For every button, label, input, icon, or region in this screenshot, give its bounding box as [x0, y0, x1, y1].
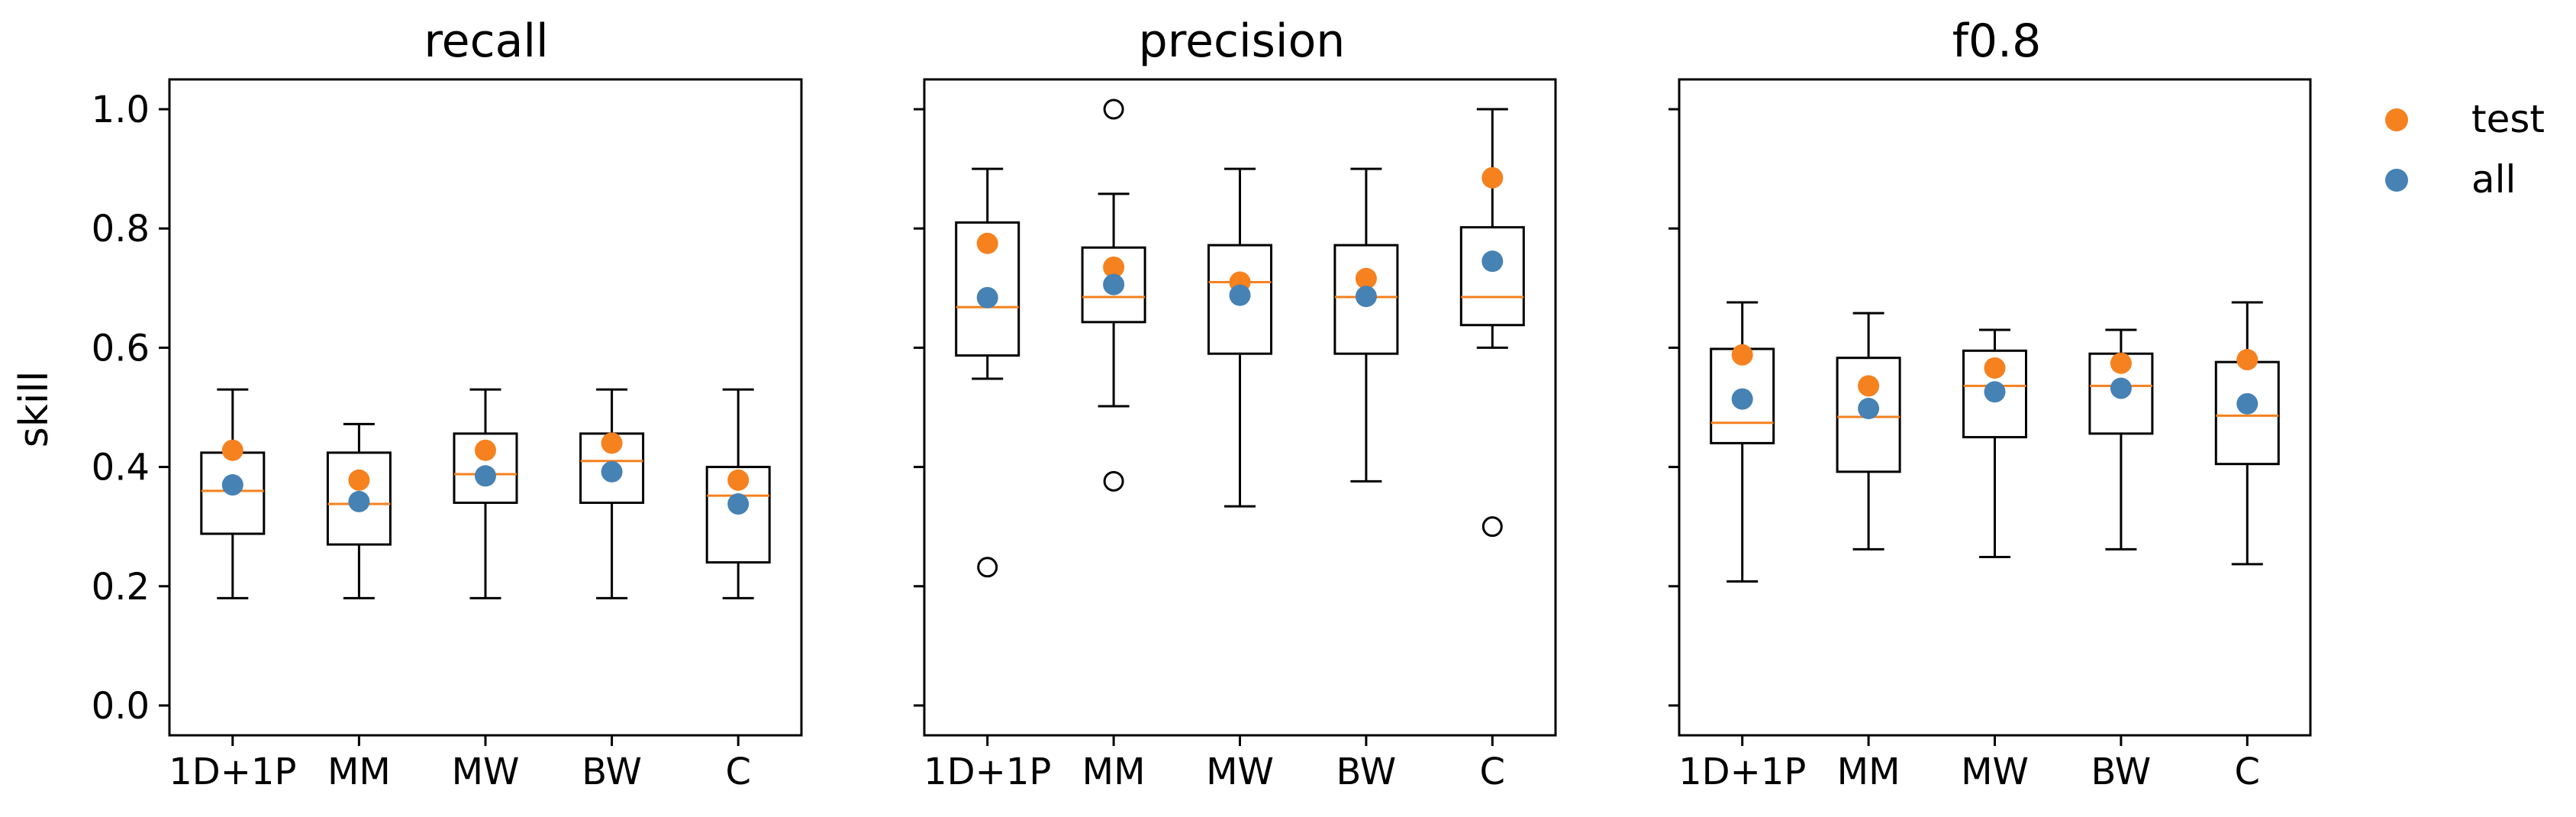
outlier-point: [1103, 98, 1124, 120]
x-tick-label: MW: [1206, 751, 1274, 793]
x-tick-label: C: [1480, 751, 1506, 793]
axes-frame: [168, 78, 803, 737]
point-all: [727, 493, 750, 515]
panel-recall: recall 0.0 0.2 0.4 0.6 0.8 1.0 1D+1P MM MW BW C: [92, 15, 803, 793]
box: [1333, 244, 1399, 355]
x-tick-label: BW: [582, 751, 642, 793]
x-tick-label: C: [2235, 751, 2261, 793]
point-all: [2236, 392, 2258, 415]
point-all: [2110, 377, 2132, 399]
x-tick-label: BW: [2091, 751, 2152, 793]
outlier-point: [977, 557, 998, 578]
point-all: [1731, 388, 1753, 410]
axes-frame: [923, 78, 1557, 737]
panel-title: recall: [424, 15, 548, 68]
box: [955, 221, 1020, 357]
panel-title: f0.8: [1952, 15, 2042, 68]
panel-precision: precision 1D+1P MM MW BW C: [914, 15, 1557, 793]
x-tick-label: MM: [1837, 751, 1901, 793]
point-test: [1731, 344, 1753, 366]
point-test: [221, 439, 243, 461]
point-all: [1858, 398, 1880, 420]
point-test: [1481, 166, 1504, 189]
y-tick-label: 0.6: [92, 327, 150, 370]
point-test: [1103, 256, 1125, 278]
panel-title: precision: [1139, 15, 1346, 68]
y-axis-label: skill: [11, 371, 57, 448]
y-tick-label: 1.0: [92, 89, 150, 131]
x-tick-label: MM: [1082, 751, 1146, 793]
y-tick-label: 0.2: [92, 566, 150, 609]
point-test: [727, 469, 750, 491]
x-tick-label: 1D+1P: [169, 751, 296, 793]
legend-label-all: all: [2471, 157, 2516, 202]
box: [705, 466, 771, 564]
x-tick-label: BW: [1336, 751, 1397, 793]
legend-marker-test: [2385, 108, 2408, 131]
box: [326, 451, 392, 546]
point-test: [601, 432, 623, 454]
point-all: [221, 474, 243, 496]
point-test: [2110, 352, 2132, 374]
box: [1962, 349, 2027, 439]
y-tick-label: 0.0: [92, 685, 150, 728]
box: [1836, 357, 1901, 473]
point-test: [1984, 357, 2006, 379]
point-all: [1481, 250, 1504, 273]
point-test: [475, 439, 496, 461]
point-test: [976, 232, 998, 254]
point-all: [1355, 286, 1377, 308]
outlier-point: [1481, 516, 1503, 538]
y-tick-label: 0.8: [92, 208, 150, 250]
x-tick-label: C: [725, 751, 751, 793]
x-tick-label: 1D+1P: [924, 751, 1051, 793]
point-all: [1984, 381, 2006, 403]
point-test: [1355, 267, 1377, 289]
box: [1459, 226, 1525, 327]
point-test: [2236, 349, 2258, 371]
legend-marker-all: [2385, 169, 2408, 192]
box: [1207, 244, 1272, 355]
point-all: [348, 490, 370, 512]
point-all: [475, 465, 496, 487]
box: [1081, 246, 1146, 324]
point-all: [601, 460, 623, 483]
point-all: [1103, 273, 1125, 295]
box: [453, 432, 518, 504]
legend: test all: [2385, 97, 2545, 202]
point-test: [348, 469, 370, 491]
point-all: [1229, 284, 1251, 306]
legend-label-test: test: [2471, 97, 2545, 141]
point-all: [976, 286, 998, 308]
point-test: [1858, 375, 1880, 397]
panel-f0-8: f0.8 1D+1P MM MW BW C: [1668, 15, 2312, 793]
x-tick-label: MM: [327, 751, 391, 793]
axes-frame: [1678, 78, 2312, 737]
x-tick-label: MW: [1961, 751, 2029, 793]
x-tick-label: MW: [452, 751, 520, 793]
x-tick-label: 1D+1P: [1678, 751, 1806, 793]
y-tick-label: 0.4: [92, 447, 150, 489]
outlier-point: [1103, 470, 1124, 492]
